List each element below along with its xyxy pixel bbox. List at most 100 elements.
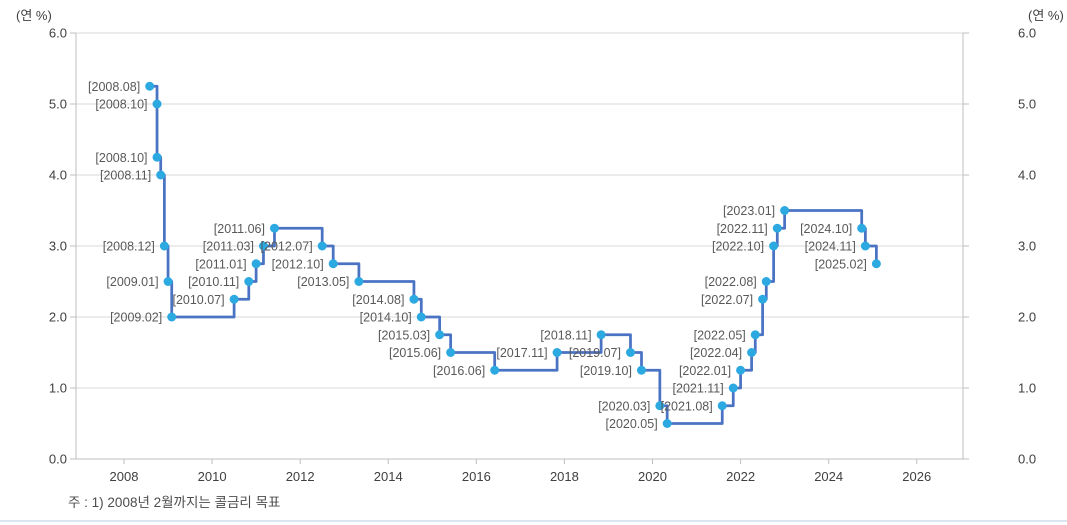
data-point-label: [2022.04]	[690, 346, 742, 360]
data-point-label: [2015.06]	[389, 346, 441, 360]
y-axis-tick-label-left: 1.0	[49, 381, 67, 396]
data-point-label: [2022.08]	[705, 275, 757, 289]
y-axis-tick-label-left: 6.0	[49, 26, 67, 41]
data-point-label: [2008.12]	[103, 240, 155, 254]
data-point-marker	[416, 312, 426, 322]
base-rate-step-line	[148, 84, 878, 425]
data-point-marker	[871, 259, 881, 269]
data-point-label: [2018.11]	[540, 328, 591, 342]
data-point-marker	[163, 277, 173, 286]
data-point-label: [2023.01]	[723, 204, 775, 218]
data-point-marker	[229, 294, 239, 304]
data-point-marker	[251, 259, 261, 269]
data-point-label: [2017.11]	[496, 346, 547, 360]
data-point-label: [2022.07]	[701, 293, 753, 307]
x-axis-tick-label: 2012	[286, 469, 315, 484]
y-axis-tick-label-right: 3.0	[1018, 239, 1036, 254]
y-axis-tick-label-left: 4.0	[49, 168, 67, 183]
x-axis-tick-label: 2008	[110, 469, 139, 484]
y-axis-tick-label-left: 3.0	[49, 239, 67, 254]
data-point-label: [2008.10]	[95, 151, 147, 165]
data-point-marker	[446, 348, 456, 357]
data-point-marker	[159, 241, 169, 251]
data-point-label: [2008.08]	[88, 80, 140, 94]
x-axis-tick-label: 2026	[902, 469, 931, 484]
data-point-label: [2010.07]	[172, 293, 224, 307]
x-axis-tick-label: 2020	[638, 469, 667, 484]
data-point-marker	[857, 223, 867, 233]
data-point-marker	[156, 170, 166, 180]
data-point-marker	[769, 241, 779, 251]
data-point-marker	[758, 294, 768, 304]
x-axis-tick-label: 2014	[374, 469, 403, 484]
y-axis-tick-label-left: 0.0	[49, 452, 67, 467]
data-point-marker	[736, 365, 746, 375]
data-point-label: [2009.02]	[110, 311, 162, 325]
data-point-marker	[354, 277, 364, 286]
y-axis-tick-label-right: 1.0	[1018, 381, 1036, 396]
data-point-label: [2010.11]	[188, 275, 239, 289]
data-point-marker	[152, 152, 162, 162]
data-point-marker	[596, 330, 606, 340]
data-point-label: [2025.02]	[815, 257, 867, 271]
x-axis-tick-label: 2024	[814, 469, 843, 484]
data-point-marker	[750, 330, 760, 340]
data-point-label: [2024.10]	[800, 222, 852, 236]
data-point-label: [2012.10]	[272, 257, 324, 271]
y-axis-tick-label-right: 4.0	[1018, 168, 1036, 183]
data-point-label: [2022.01]	[679, 364, 731, 378]
data-point-label: [2019.10]	[580, 364, 632, 378]
data-point-marker	[409, 294, 419, 304]
data-point-marker	[728, 383, 738, 393]
data-point-label: [2021.11]	[673, 382, 724, 396]
footnote: 주 : 1) 2008년 2월까지는 콜금리 목표	[68, 495, 281, 510]
data-point-marker	[269, 223, 279, 233]
y-axis-tick-label-left: 2.0	[49, 310, 67, 325]
data-point-label: [2013.05]	[297, 275, 349, 289]
data-point-label: [2009.01]	[106, 275, 158, 289]
data-point-label: [2014.10]	[360, 311, 412, 325]
data-point-marker	[552, 348, 562, 357]
y-axis-tick-label-right: 6.0	[1018, 26, 1036, 41]
data-point-marker	[317, 241, 327, 251]
data-point-label: [2011.01]	[195, 257, 246, 271]
data-point-label: [2008.11]	[100, 169, 151, 183]
data-point-label: [2015.03]	[378, 328, 430, 342]
data-point-marker	[625, 348, 635, 357]
data-point-label: [2022.05]	[694, 328, 746, 342]
data-point-marker	[328, 259, 338, 269]
data-point-label: [2014.08]	[352, 293, 404, 307]
y-axis-tick-label-right: 0.0	[1018, 452, 1036, 467]
bottom-separator	[0, 520, 1067, 522]
y-axis-tick-label-left: 5.0	[49, 97, 67, 112]
data-point-label: [2020.03]	[598, 399, 650, 413]
y-axis-tick-label-right: 5.0	[1018, 97, 1036, 112]
data-point-label: [2022.10]	[712, 240, 764, 254]
data-point-marker	[772, 223, 782, 233]
data-point-marker	[662, 419, 672, 428]
data-point-marker	[761, 277, 771, 286]
data-point-marker	[490, 365, 500, 375]
data-point-marker	[152, 99, 162, 109]
data-point-label: [2016.06]	[433, 364, 485, 378]
data-point-marker	[258, 241, 268, 251]
data-point-marker	[145, 81, 155, 91]
data-point-marker	[435, 330, 445, 340]
data-point-label: [2021.08]	[661, 399, 713, 413]
x-axis-tick-label: 2022	[726, 469, 755, 484]
right-axis-unit-label: (연 %)	[1028, 8, 1064, 23]
data-point-marker	[860, 241, 870, 251]
data-point-label: [2012.07]	[261, 240, 313, 254]
data-point-label: [2008.10]	[95, 98, 147, 112]
data-point-marker	[747, 348, 757, 357]
x-axis-tick-label: 2016	[462, 469, 491, 484]
data-point-label: [2019.07]	[569, 346, 621, 360]
data-point-label: [2011.06]	[214, 222, 265, 236]
data-point-label: [2022.11]	[717, 222, 768, 236]
data-point-marker	[167, 312, 177, 322]
x-axis-tick-label: 2010	[198, 469, 227, 484]
left-axis-unit-label: (연 %)	[16, 8, 52, 23]
data-point-marker	[780, 206, 790, 215]
data-point-marker	[655, 401, 665, 411]
